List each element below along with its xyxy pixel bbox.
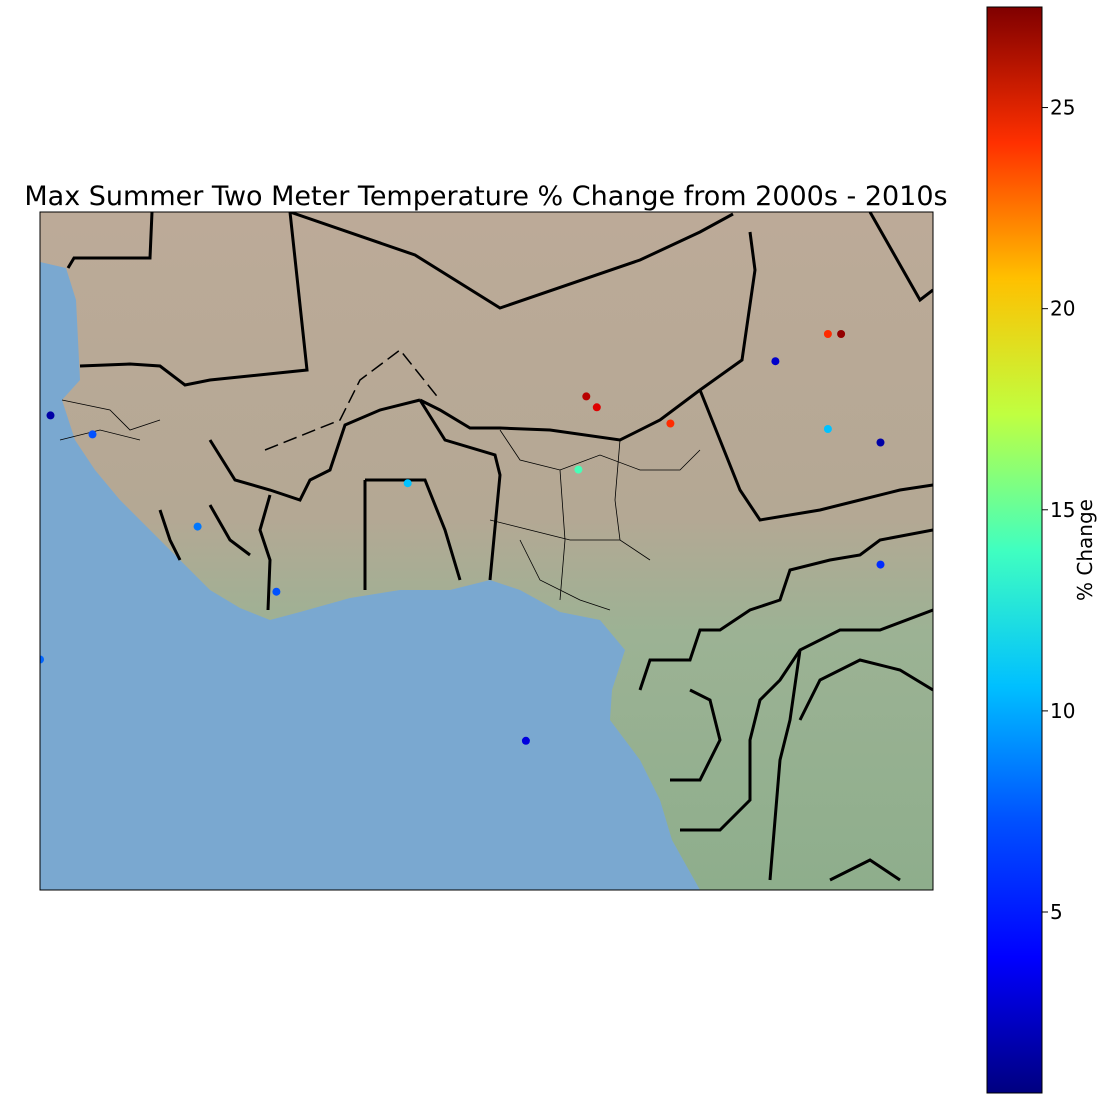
data-point [592,403,601,412]
map-title: Max Summer Two Meter Temperature % Chang… [24,181,947,212]
country-borders [66,212,933,882]
data-point [771,357,780,366]
scatter-points [40,330,885,745]
map-panel [40,212,933,890]
data-point [272,587,281,596]
colorbar-tick-label: 25 [1050,96,1075,120]
data-point [521,736,530,745]
map-frame [39,211,934,891]
data-point [876,560,885,569]
data-point [582,392,591,401]
colorbar-label: % Change [1073,499,1097,601]
data-point [46,411,55,420]
admin-borders [59,399,701,611]
data-point [837,330,846,338]
data-point [666,419,675,428]
colorbar-ticks: 5 10 15 20 25 [1042,96,1075,924]
data-point [876,438,885,447]
data-point [823,330,832,338]
disputed-border [264,348,441,451]
data-point [823,425,832,433]
colorbar: 5 10 15 20 25 % Change [986,6,1097,1094]
data-point [40,655,44,664]
colorbar-tick-label: 10 [1050,699,1075,723]
data-point [574,465,583,474]
data-point [193,522,202,531]
colorbar-tick-label: 15 [1050,498,1075,522]
colorbar-gradient [986,6,1043,1094]
data-point [403,479,412,488]
colorbar-tick-label: 20 [1050,297,1075,321]
colorbar-tick-label: 5 [1050,900,1063,924]
data-point [88,430,97,439]
